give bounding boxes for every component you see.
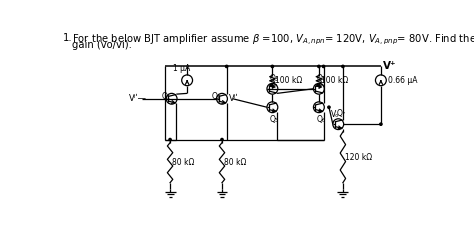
- Text: Q₇: Q₇: [337, 109, 346, 118]
- Text: Q₆: Q₆: [317, 115, 326, 124]
- Circle shape: [318, 65, 320, 68]
- Text: gain (vo/vi).: gain (vo/vi).: [72, 40, 131, 50]
- Text: Q₁: Q₁: [162, 92, 171, 101]
- Text: 100 kΩ: 100 kΩ: [321, 76, 348, 85]
- Circle shape: [221, 138, 223, 141]
- Text: 0.66 µA: 0.66 µA: [388, 76, 417, 85]
- Text: 80 kΩ: 80 kΩ: [224, 158, 246, 167]
- Text: Q₃: Q₃: [270, 74, 279, 83]
- Circle shape: [169, 138, 171, 141]
- Circle shape: [342, 65, 344, 68]
- Text: 120 kΩ: 120 kΩ: [345, 153, 373, 162]
- Circle shape: [271, 65, 273, 68]
- Text: Q₂: Q₂: [212, 92, 221, 101]
- Text: Q₄: Q₄: [317, 74, 326, 83]
- Circle shape: [226, 65, 228, 68]
- Circle shape: [328, 106, 330, 108]
- Circle shape: [380, 123, 382, 125]
- Text: Vᴵʹ: Vᴵʹ: [229, 94, 238, 103]
- Text: 80 kΩ: 80 kΩ: [173, 158, 195, 167]
- Text: Vₒ: Vₒ: [330, 110, 339, 119]
- Text: 1 µA: 1 µA: [173, 64, 191, 73]
- Text: 1.: 1.: [63, 33, 73, 43]
- Text: Q₅: Q₅: [270, 115, 279, 124]
- Text: For the below BJT amplifier assume $\beta$ =100, $V_{A,npn}$= 120V, $V_{A,pnp}$=: For the below BJT amplifier assume $\bet…: [72, 33, 474, 47]
- Text: Vᴵʹ—: Vᴵʹ—: [129, 94, 147, 103]
- Circle shape: [322, 65, 325, 68]
- Text: 100 kΩ: 100 kΩ: [275, 76, 302, 85]
- Text: V⁺: V⁺: [383, 61, 397, 71]
